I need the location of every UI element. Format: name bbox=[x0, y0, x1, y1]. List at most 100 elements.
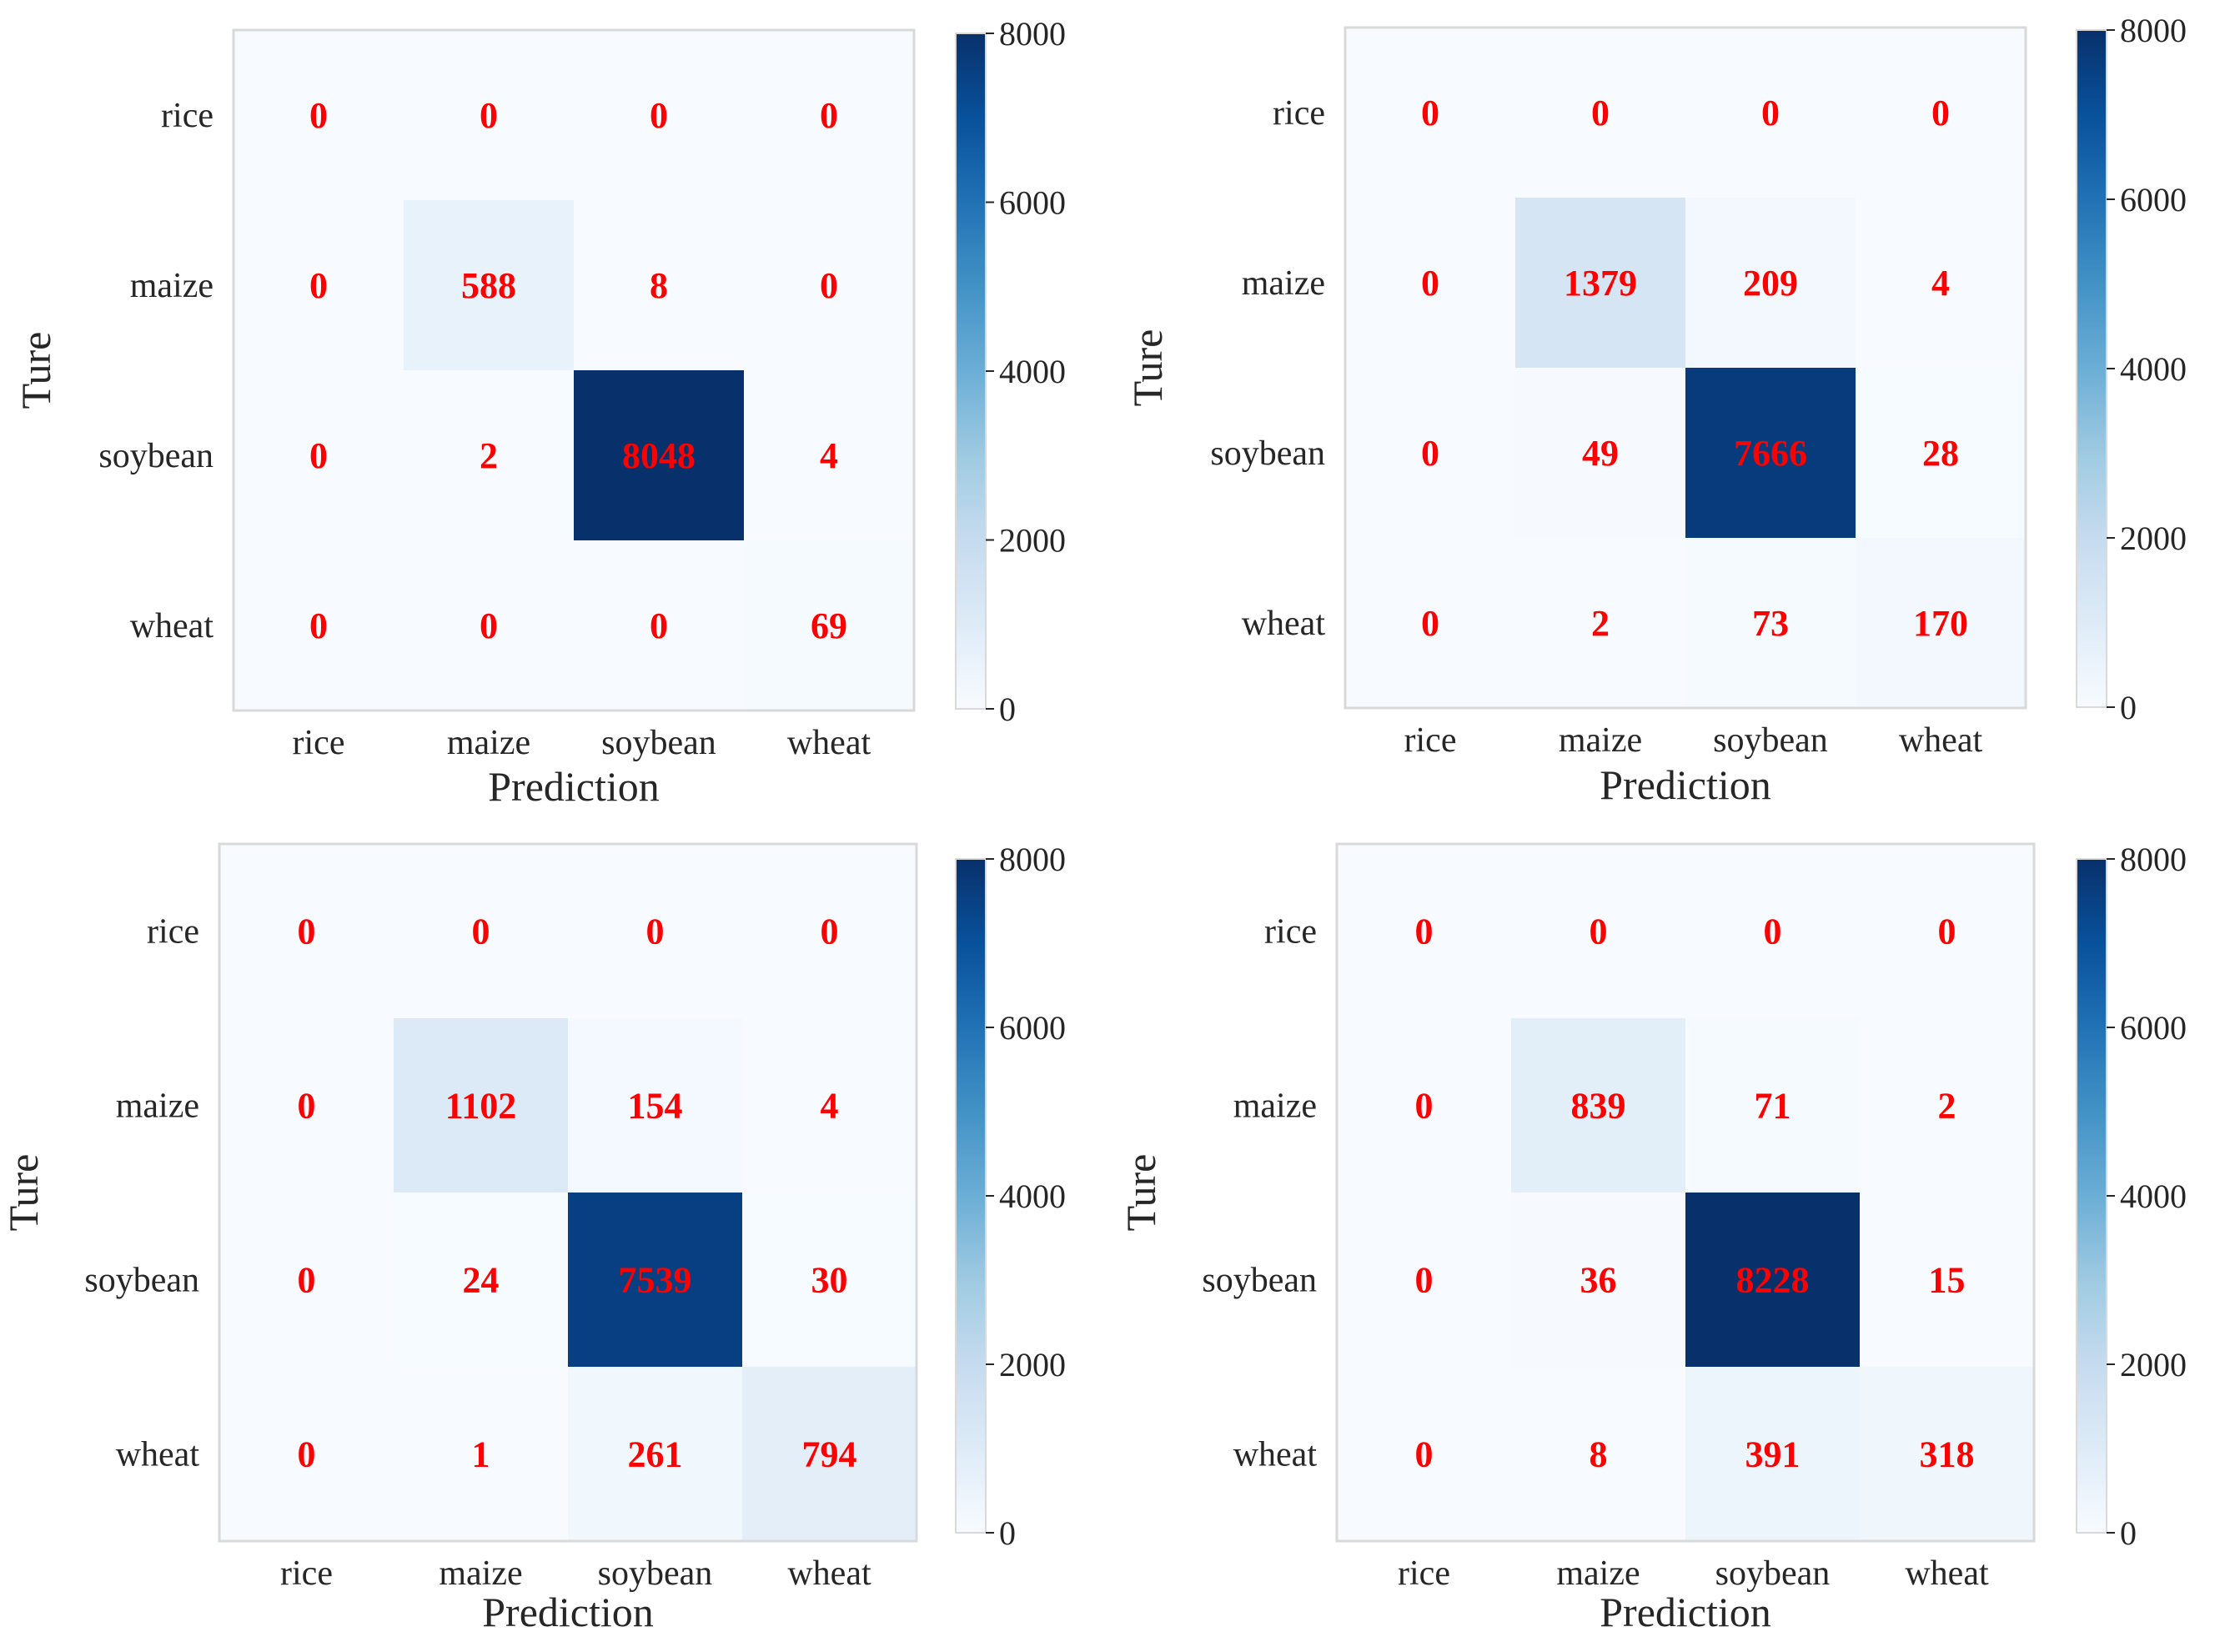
y-axis-title: Ture bbox=[0, 1154, 47, 1232]
heatmap-cell bbox=[1511, 1018, 1685, 1193]
cell-value-label: 8228 bbox=[1736, 1260, 1810, 1301]
heatmap-cell bbox=[394, 1193, 568, 1367]
heatmap-cell bbox=[574, 200, 744, 370]
colorbar-tick-label: 4000 bbox=[999, 1177, 1066, 1215]
cell-value-label: 0 bbox=[1421, 603, 1439, 644]
y-tick-label: soybean bbox=[1210, 434, 1325, 473]
x-tick-label: wheat bbox=[1905, 1554, 1989, 1593]
y-tick-label: soybean bbox=[98, 437, 213, 475]
heatmap-cell bbox=[742, 1193, 917, 1367]
colorbar bbox=[955, 33, 987, 710]
heatmap-cell bbox=[234, 370, 404, 540]
colorbar-tick-label: 6000 bbox=[999, 1009, 1066, 1047]
colorbar-tick-label: 2000 bbox=[999, 522, 1066, 560]
heatmap-cell bbox=[568, 1018, 742, 1193]
colorbar bbox=[955, 858, 987, 1534]
colorbar-tick-label: 0 bbox=[999, 690, 1016, 728]
y-tick-label: soybean bbox=[1202, 1262, 1317, 1300]
cell-value-label: 0 bbox=[298, 1086, 316, 1127]
cell-value-label: 8 bbox=[650, 265, 668, 306]
y-tick-label: maize bbox=[1233, 1087, 1317, 1126]
cell-value-label: 36 bbox=[1580, 1260, 1617, 1301]
cell-value-label: 261 bbox=[628, 1434, 683, 1475]
cell-value-label: 30 bbox=[811, 1260, 848, 1301]
cell-value-label: 28 bbox=[1922, 433, 1959, 474]
cell-value-label: 73 bbox=[1752, 603, 1789, 644]
cell-value-label: 8 bbox=[1590, 1434, 1608, 1475]
heatmap-cell bbox=[1337, 1367, 1511, 1541]
heatmap-cell bbox=[1345, 368, 1515, 538]
colorbar-tick-label: 0 bbox=[2120, 689, 2137, 726]
x-tick-label: rice bbox=[280, 1554, 333, 1593]
heatmap-cell bbox=[1685, 844, 1860, 1018]
heatmap-cell bbox=[1345, 198, 1515, 368]
y-tick-label: maize bbox=[130, 267, 213, 305]
cell-value-label: 0 bbox=[821, 911, 839, 952]
heatmap-cell bbox=[1345, 28, 1515, 198]
plot-border bbox=[232, 28, 916, 712]
heatmap-cell bbox=[1511, 844, 1685, 1018]
cell-value-label: 0 bbox=[1415, 1086, 1434, 1127]
cell-value-label: 4 bbox=[820, 435, 838, 476]
heatmap-cell bbox=[1511, 1367, 1685, 1541]
x-tick-label: rice bbox=[1404, 721, 1457, 760]
cell-value-label: 0 bbox=[298, 1260, 316, 1301]
heatmap-cell bbox=[234, 540, 404, 711]
heatmap-cell bbox=[1515, 538, 1685, 708]
x-axis-title: Prediction bbox=[482, 1589, 654, 1635]
y-axis-title: Ture bbox=[1118, 1154, 1164, 1232]
heatmap-cell bbox=[1685, 1193, 1860, 1367]
cell-value-label: 2 bbox=[480, 435, 498, 476]
x-tick-label: wheat bbox=[787, 724, 871, 762]
x-tick-label: wheat bbox=[787, 1554, 871, 1593]
heatmap-cell bbox=[1685, 198, 1856, 368]
cell-value-label: 69 bbox=[811, 605, 847, 646]
y-tick-label: wheat bbox=[1233, 1436, 1318, 1474]
x-tick-label: rice bbox=[293, 724, 345, 762]
x-tick-label: maize bbox=[439, 1554, 522, 1593]
heatmap-cell bbox=[234, 200, 404, 370]
cell-value-label: 0 bbox=[820, 265, 838, 306]
cell-value-label: 1 bbox=[472, 1434, 490, 1475]
cell-value-label: 0 bbox=[646, 911, 665, 952]
colorbar bbox=[2076, 29, 2107, 708]
heatmap-cell bbox=[742, 1018, 917, 1193]
x-tick-label: maize bbox=[1559, 721, 1642, 760]
cell-value-label: 0 bbox=[1415, 1434, 1434, 1475]
heatmap-cell bbox=[1856, 368, 2026, 538]
cell-value-label: 71 bbox=[1755, 1086, 1791, 1127]
cell-value-label: 0 bbox=[1591, 93, 1610, 133]
y-tick-label: rice bbox=[161, 97, 213, 135]
cell-value-label: 0 bbox=[1415, 911, 1434, 952]
cell-value-label: 0 bbox=[298, 911, 316, 952]
colorbar-tick-label: 6000 bbox=[2120, 1009, 2187, 1047]
y-tick-label: wheat bbox=[130, 607, 214, 645]
heatmap-cell bbox=[394, 844, 568, 1018]
cell-value-label: 391 bbox=[1745, 1434, 1801, 1475]
heatmap-cell bbox=[219, 1193, 394, 1367]
heatmap-cell bbox=[1685, 538, 1856, 708]
cell-value-label: 318 bbox=[1920, 1434, 1975, 1475]
x-axis-title: Prediction bbox=[1600, 761, 1771, 808]
heatmap-cell bbox=[1515, 198, 1685, 368]
heatmap-cell bbox=[404, 370, 574, 540]
cell-value-label: 588 bbox=[461, 265, 516, 306]
heatmap-cell bbox=[568, 1193, 742, 1367]
heatmap-cell bbox=[1345, 538, 1515, 708]
colorbar bbox=[2076, 858, 2107, 1534]
confusion-matrix-4: 0 0 0 0 0 839 71 2 0 36 8228 15 0 8 391 318 rice maize soy… bbox=[1118, 841, 2187, 1635]
cell-value-label: 0 bbox=[1764, 911, 1782, 952]
colorbar-tick-label: 4000 bbox=[2120, 350, 2187, 388]
heatmap-cell bbox=[1685, 28, 1856, 198]
cell-value-label: 0 bbox=[1931, 93, 1950, 133]
y-tick-label: rice bbox=[147, 913, 199, 952]
heatmap-cell bbox=[744, 540, 914, 711]
cell-value-label: 2 bbox=[1938, 1086, 1956, 1127]
plot-border bbox=[1344, 26, 2027, 710]
heatmap-cell bbox=[404, 30, 574, 200]
cell-value-label: 0 bbox=[309, 605, 328, 646]
cell-value-label: 0 bbox=[1415, 1260, 1434, 1301]
cell-value-label: 4 bbox=[1931, 263, 1950, 304]
heatmap-cell bbox=[568, 1367, 742, 1541]
heatmap-cell bbox=[742, 844, 917, 1018]
